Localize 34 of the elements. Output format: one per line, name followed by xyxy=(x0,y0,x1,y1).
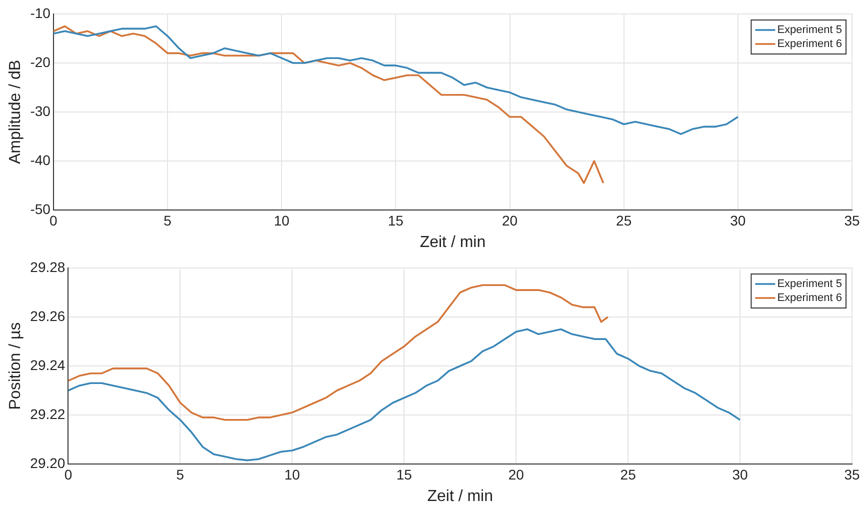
x-tick-label: 30 xyxy=(732,466,748,482)
legend-label: Experiment 6 xyxy=(777,38,842,50)
y-tick-label: 29.28 xyxy=(30,258,66,275)
x-axis-title: Zeit / min xyxy=(420,234,486,251)
x-tick-label: 35 xyxy=(844,212,860,228)
x-tick-label: 20 xyxy=(508,466,524,482)
y-tick-label: -10 xyxy=(30,4,51,21)
legend-label: Experiment 5 xyxy=(777,24,842,36)
x-tick-label: 0 xyxy=(64,466,72,482)
y-tick-label: 29.20 xyxy=(30,454,66,471)
y-tick-label: 29.26 xyxy=(30,308,66,324)
x-tick-label: 10 xyxy=(284,466,300,482)
y-axis-title: Amplitude / dB xyxy=(7,60,24,164)
y-axis-title: Position / µs xyxy=(7,322,24,410)
x-tick-label: 10 xyxy=(274,212,290,228)
y-tick-label: -50 xyxy=(30,200,51,217)
x-tick-label: 30 xyxy=(730,212,746,228)
y-tick-label: -40 xyxy=(30,152,51,168)
x-tick-label: 25 xyxy=(620,466,636,482)
x-tick-label: 5 xyxy=(164,212,172,228)
x-axis-title: Zeit / min xyxy=(427,488,494,505)
x-tick-label: 20 xyxy=(502,212,518,228)
y-tick-label: -30 xyxy=(30,102,51,119)
x-tick-label: 5 xyxy=(176,466,184,482)
x-tick-label: 15 xyxy=(396,466,412,482)
y-tick-label: -20 xyxy=(30,54,51,70)
legend-label: Experiment 6 xyxy=(777,292,842,304)
legend-label: Experiment 5 xyxy=(777,278,842,290)
y-tick-label: 29.22 xyxy=(30,406,66,422)
x-tick-label: 35 xyxy=(844,466,860,482)
y-tick-label: 29.24 xyxy=(30,356,66,373)
x-tick-label: 0 xyxy=(50,212,58,228)
x-tick-label: 15 xyxy=(388,212,404,228)
x-tick-label: 25 xyxy=(616,212,632,228)
